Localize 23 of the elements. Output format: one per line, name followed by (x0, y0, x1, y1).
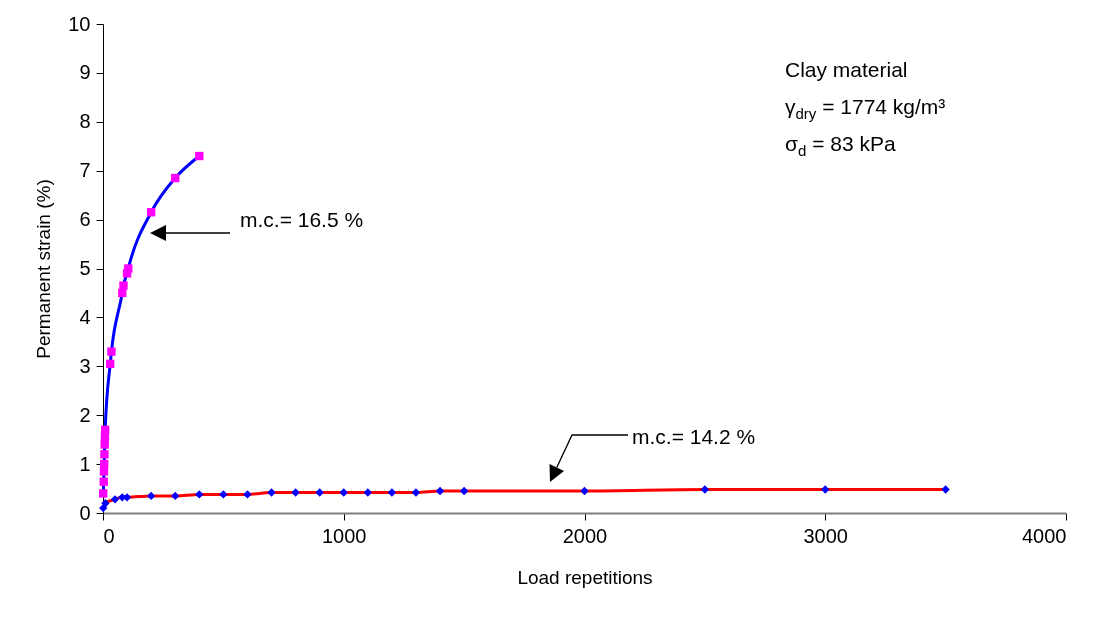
y-tick-label: 10 (68, 12, 91, 35)
y-tick-label: 0 (79, 501, 91, 524)
y-tick-label: 6 (79, 208, 91, 231)
y-tick-label: 2 (79, 403, 91, 426)
y-tick-label: 8 (79, 110, 91, 133)
annotation: Clay material (785, 58, 908, 82)
x-tick-label: 0 (103, 524, 115, 547)
x-tick-label: 3000 (803, 524, 848, 547)
y-tick-label: 3 (79, 354, 91, 377)
x-axis-title: Load repetitions (517, 566, 653, 588)
x-tick-label: 4000 (1022, 524, 1067, 547)
y-axis-title: Permanent strain (%) (33, 179, 55, 359)
annotation: γ$_{dry}$ = 1774 kg/m³ (785, 95, 946, 125)
annotation: m.c.= 16.5 % (240, 208, 364, 232)
y-tick-label: 4 (79, 305, 91, 328)
y-tick-label: 7 (79, 159, 91, 182)
y-tick-label: 1 (79, 452, 91, 475)
annotation: σ$_{d}$ = 83 kPa (785, 132, 896, 162)
x-tick-label: 1000 (322, 524, 367, 547)
annotation: m.c.= 14.2 % (632, 425, 756, 449)
y-tick-label: 9 (79, 61, 91, 84)
y-tick-label: 5 (79, 257, 91, 279)
x-tick-label: 2000 (562, 524, 608, 547)
